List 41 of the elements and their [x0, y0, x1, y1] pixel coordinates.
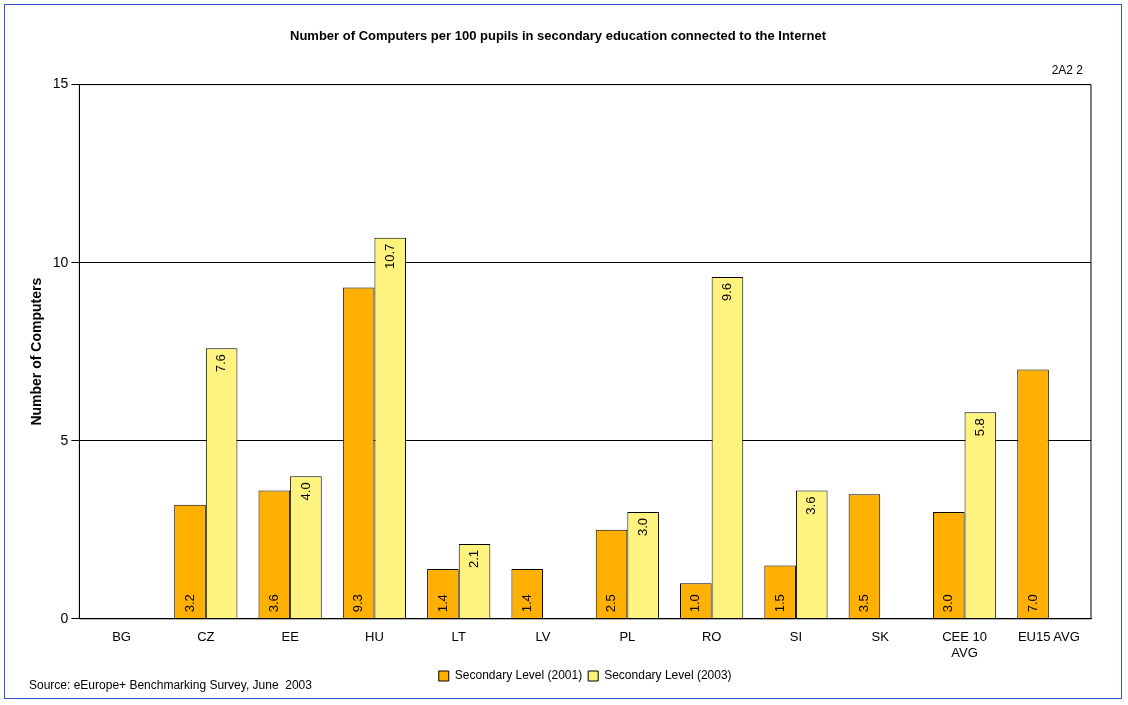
x-tick-label: LT: [451, 629, 466, 645]
data-label: 3.6: [803, 496, 819, 515]
x-tick-label: CEE 10 AVG: [942, 629, 987, 660]
data-label: 4.0: [297, 482, 313, 501]
chart-title: Number of Computers per 100 pupils in secondary education connected to the Internet: [290, 28, 827, 44]
data-label: 3.6: [265, 594, 281, 613]
x-tick-label: BG: [112, 629, 131, 645]
text: 2A2 2: [1051, 62, 1084, 77]
data-label: 9.3: [350, 594, 366, 613]
data-label: 5.8: [971, 418, 987, 437]
data-label: 10.7: [381, 243, 397, 270]
data-label: 7.0: [1024, 594, 1040, 613]
y-tick-label: 10: [52, 253, 69, 270]
data-label: 2.5: [603, 594, 619, 613]
x-tick-label: SI: [789, 629, 803, 645]
x-tick-label: SK: [871, 629, 890, 645]
data-label: 1.4: [518, 594, 534, 613]
legend-label: Secondary Level (2001): [454, 668, 583, 683]
y-axis-title: Number of Computers: [28, 277, 45, 426]
data-label: 3.0: [940, 594, 956, 613]
data-label: 1.5: [771, 594, 787, 613]
data-label: 3.5: [856, 594, 872, 613]
x-tick-label: RO: [701, 629, 722, 645]
legend-label: Secondary Level (2003): [604, 668, 732, 683]
data-label: 1.4: [434, 594, 450, 613]
x-tick-label: PL: [619, 629, 636, 645]
y-tick-label: 0: [60, 609, 69, 626]
y-tick-label: 5: [60, 431, 69, 448]
source-note: Source: eEurope+ Benchmarking Survey, June 2003: [29, 678, 313, 693]
data-label: 3.0: [634, 517, 650, 537]
x-tick-label: EU15 AVG: [1017, 629, 1080, 645]
x-tick-label: EE: [281, 629, 300, 645]
data-label: 9.6: [719, 282, 735, 301]
data-label: 3.2: [181, 594, 197, 613]
data-label: 7.6: [213, 354, 229, 373]
y-tick-label: 15: [52, 75, 69, 92]
data-label: 2.1: [466, 550, 482, 569]
x-tick-label: CZ: [197, 629, 215, 645]
x-tick-label: HU: [365, 629, 384, 645]
x-tick-label: LV: [535, 629, 551, 645]
data-label: 1.0: [687, 594, 703, 613]
